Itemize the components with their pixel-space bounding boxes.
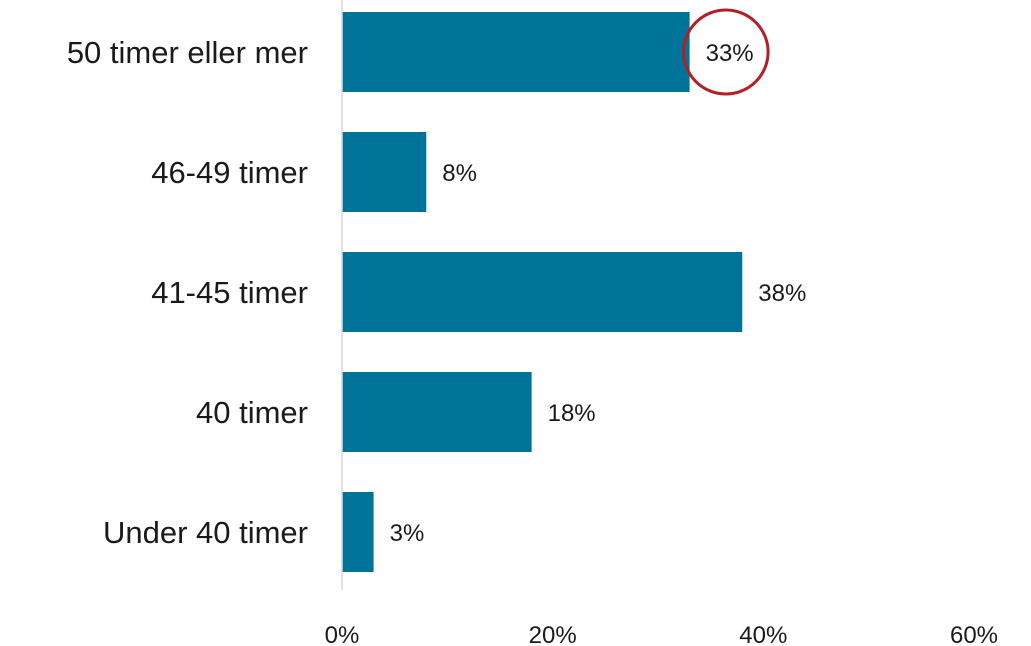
value-label-46-49-timer: 8% — [442, 160, 477, 187]
category-label-50-timer-eller-mer: 50 timer eller mer — [67, 35, 308, 70]
x-tick-label-40: 40% — [739, 622, 787, 646]
category-labels: 50 timer eller mer 46-49 timer 41-45 timer… — [67, 35, 308, 550]
category-label-41-45-timer: 41-45 timer — [151, 275, 308, 310]
bar-41-45-timer — [342, 252, 743, 332]
bars — [342, 12, 743, 572]
annotations — [682, 8, 770, 96]
x-axis-tick-labels: 0% 20% 40% 60% — [325, 622, 998, 646]
value-label-under-40-timer: 3% — [390, 520, 425, 547]
value-labels: 33% 8% 38% 18% 3% — [390, 40, 807, 547]
x-tick-label-60: 60% — [950, 622, 998, 646]
bar-50-timer-eller-mer — [342, 12, 690, 92]
highlight-ellipse — [682, 8, 770, 96]
bar-under-40-timer — [342, 492, 374, 572]
category-label-under-40-timer: Under 40 timer — [103, 515, 308, 550]
x-tick-label-20: 20% — [529, 622, 577, 646]
value-label-41-45-timer: 38% — [758, 280, 806, 307]
bar-46-49-timer — [342, 132, 427, 212]
bar-40-timer — [342, 372, 532, 452]
x-tick-label-0: 0% — [325, 622, 360, 646]
value-label-50-timer-eller-mer: 33% — [706, 40, 754, 67]
category-label-40-timer: 40 timer — [196, 395, 308, 430]
value-label-40-timer: 18% — [548, 400, 596, 427]
category-label-46-49-timer: 46-49 timer — [151, 155, 308, 190]
